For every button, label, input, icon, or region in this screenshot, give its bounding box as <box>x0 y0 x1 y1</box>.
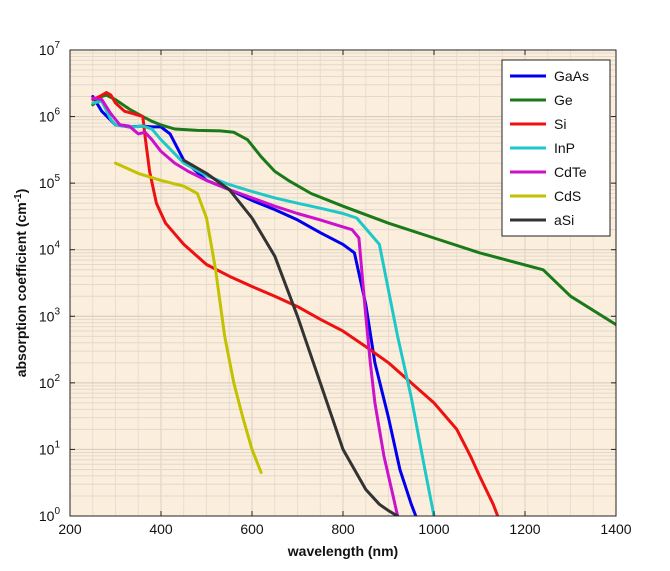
y-tick-label: 104 <box>39 240 61 258</box>
series-line-asi <box>182 158 400 516</box>
x-tick-label: 400 <box>149 521 173 537</box>
series-line-ge <box>91 93 616 327</box>
y-axis: 100 101 102 103 104 105 106 107 <box>39 40 616 524</box>
series-layer <box>91 91 616 516</box>
y-tick-label: 103 <box>39 306 61 324</box>
series-line-cdte <box>91 96 400 516</box>
y-tick-label: 100 <box>39 506 61 524</box>
y-tick-label: 105 <box>39 173 61 191</box>
y-tick-label: 102 <box>39 373 61 391</box>
legend: GaAs Ge Si InP CdTe CdS aSi <box>501 59 611 237</box>
y-tick-label: 101 <box>39 439 61 457</box>
y-tick-label: 106 <box>39 107 61 125</box>
y-axis-title-suffix: ) <box>13 189 29 194</box>
legend-label-cds: CdS <box>554 188 581 204</box>
x-tick-label: 600 <box>240 521 264 537</box>
legend-label-si: Si <box>554 116 566 132</box>
x-axis-title: wavelength (nm) <box>287 543 398 559</box>
x-tick-label: 1400 <box>600 521 631 537</box>
legend-label-asi: aSi <box>554 212 574 228</box>
x-tick-label: 200 <box>58 521 82 537</box>
x-axis: 200 400 600 800 1000 1200 1400 <box>58 50 632 537</box>
legend-label-cdte: CdTe <box>554 164 587 180</box>
y-axis-title-superscript: -1 <box>13 193 24 202</box>
x-tick-label: 800 <box>331 521 355 537</box>
legend-label-ge: Ge <box>554 92 573 108</box>
y-axis-title-main: absorption coefficient (cm <box>13 202 29 377</box>
legend-label-gaas: GaAs <box>554 68 589 84</box>
x-tick-label: 1000 <box>418 521 449 537</box>
y-tick-label: 107 <box>39 40 61 58</box>
series-line-cds <box>114 161 263 474</box>
legend-label-inp: InP <box>554 140 575 156</box>
series-line-si <box>91 91 500 516</box>
x-tick-label: 1200 <box>509 521 540 537</box>
y-axis-title: absorption coefficient (cm-1) <box>13 189 30 378</box>
